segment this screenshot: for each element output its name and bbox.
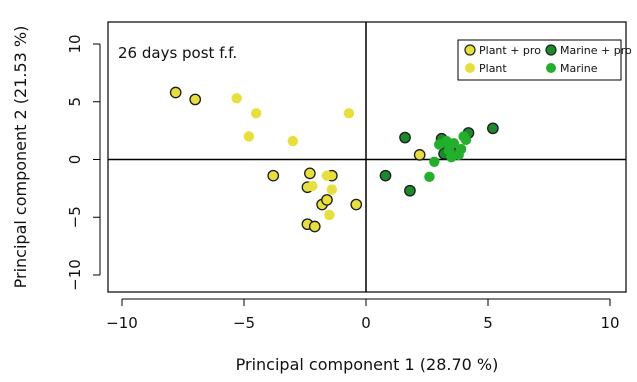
point-plant-pro	[169, 86, 182, 99]
y-tick-label: −5	[66, 206, 84, 228]
plot-frame	[107, 21, 627, 293]
x-tick-label: 10	[600, 314, 619, 332]
point-plant	[251, 108, 262, 119]
point-marine-pro	[487, 122, 499, 135]
x-axis-title: Principal component 1 (28.70 %)	[236, 355, 499, 374]
y-tick-label: 10	[66, 34, 84, 53]
x-tick-label: −5	[233, 314, 255, 332]
x-tick-label: 0	[361, 314, 371, 332]
point-plant	[324, 209, 335, 221]
point-marine	[424, 171, 435, 183]
point-plant-pro	[308, 220, 321, 233]
point-plant-pro	[304, 167, 316, 180]
x-axis: −10 −5 0 5 10	[106, 298, 620, 332]
point-marine-pro	[404, 184, 416, 197]
x-tick-label: 5	[483, 314, 493, 332]
chart-annotation: 26 days post f.f.	[118, 44, 237, 62]
point-marine	[460, 134, 472, 146]
legend-label-marine-pro: Marine + pro	[560, 44, 632, 57]
y-axis: −10 −5 0 5 10	[66, 34, 101, 291]
legend-box	[457, 39, 622, 81]
legend: Plant + pro Plant Marine + pro Marine	[457, 39, 632, 81]
point-marine	[453, 149, 464, 161]
y-axis-title: Principal component 2 (21.53 %)	[11, 26, 30, 289]
legend-label-plant-pro: Plant + pro	[479, 44, 541, 57]
point-marine	[429, 156, 440, 168]
legend-marker-plant-pro	[464, 44, 476, 56]
point-plant-pro	[350, 198, 363, 211]
point-plant	[287, 135, 298, 147]
point-marine	[441, 135, 452, 147]
legend-label-marine: Marine	[560, 62, 598, 75]
legend-marker-marine-pro	[545, 44, 557, 56]
point-plant	[231, 93, 242, 104]
point-plant-pro	[189, 93, 202, 106]
y-tick-label: 5	[66, 97, 84, 107]
point-marine-pro	[379, 169, 392, 182]
point-plant	[321, 170, 333, 181]
legend-marker-plant	[465, 63, 475, 73]
y-tick-label: −10	[66, 259, 84, 291]
point-plant-pro	[321, 194, 333, 206]
point-plant-pro	[267, 169, 280, 182]
x-tick-label: −10	[106, 314, 138, 332]
point-marine-pro	[399, 131, 411, 144]
y-tick-label: 0	[66, 155, 84, 165]
point-plant	[243, 131, 255, 142]
point-plant-pro	[413, 149, 426, 161]
data-points	[169, 86, 499, 233]
point-plant	[343, 108, 355, 119]
legend-marker-marine	[546, 63, 556, 73]
point-plant	[307, 180, 318, 192]
point-plant	[326, 184, 338, 195]
legend-label-plant: Plant	[479, 62, 507, 75]
